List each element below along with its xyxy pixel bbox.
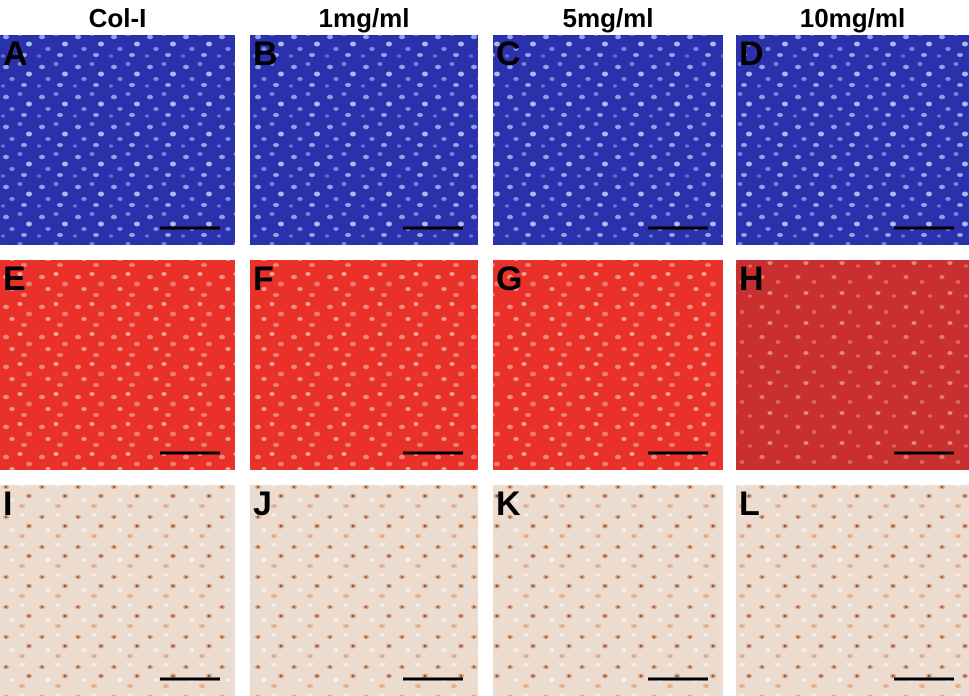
micrograph	[736, 35, 969, 245]
panel-label: C	[496, 35, 521, 73]
micrograph	[250, 260, 478, 470]
micrograph	[493, 35, 723, 245]
micrograph	[493, 485, 723, 696]
micrograph	[0, 260, 235, 470]
panel-label: J	[253, 485, 272, 523]
panel-label: B	[253, 35, 278, 73]
micrograph	[250, 485, 478, 696]
panel-label: F	[253, 260, 274, 298]
panel-label: D	[739, 35, 764, 73]
panel-label: A	[3, 35, 28, 73]
panel-label: K	[496, 485, 521, 523]
panel-label: H	[739, 260, 764, 298]
micrograph	[493, 260, 723, 470]
panel-label: I	[3, 485, 12, 523]
micrograph	[736, 485, 969, 696]
micrograph	[250, 35, 478, 245]
column-header: 5mg/ml	[562, 3, 653, 33]
micrograph	[0, 35, 235, 245]
column-header: 10mg/ml	[800, 3, 906, 33]
column-header: Col-I	[89, 3, 147, 33]
panel-label: L	[739, 485, 760, 523]
panel-label: G	[496, 260, 522, 298]
micrograph	[736, 260, 969, 470]
panel-label: E	[3, 260, 26, 298]
micrograph	[0, 485, 235, 696]
column-header: 1mg/ml	[318, 3, 409, 33]
